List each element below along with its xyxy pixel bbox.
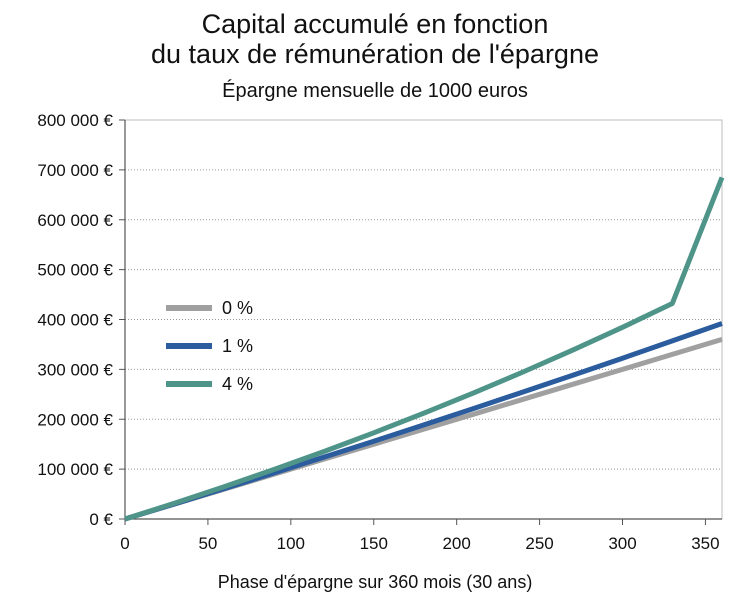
x-tick-label: 350 <box>691 534 719 553</box>
y-tick-label: 100 000 € <box>37 460 113 479</box>
x-tick-label: 250 <box>525 534 553 553</box>
chart-subtitle: Épargne mensuelle de 1000 euros <box>222 80 528 102</box>
y-tick-label: 600 000 € <box>37 211 113 230</box>
y-tick-label: 700 000 € <box>37 161 113 180</box>
x-tick-label: 100 <box>277 534 305 553</box>
x-tick-label: 50 <box>198 534 217 553</box>
x-tick-label: 300 <box>608 534 636 553</box>
series-line-2 <box>124 176 725 522</box>
legend-label-1: 1 % <box>222 336 253 356</box>
y-tick-label: 300 000 € <box>37 360 113 379</box>
legend-label-0: 0 % <box>222 298 253 318</box>
y-tick-label: 400 000 € <box>37 311 113 330</box>
y-tick-label: 0 € <box>89 510 113 529</box>
x-axis-label: Phase d'épargne sur 360 mois (30 ans) <box>217 572 533 592</box>
chart-title-line-1: Capital accumulé en fonction <box>201 9 549 39</box>
y-tick-label: 800 000 € <box>37 111 113 130</box>
y-tick-label: 500 000 € <box>37 261 113 280</box>
y-tick-label: 200 000 € <box>37 410 113 429</box>
x-tick-label: 150 <box>360 534 388 553</box>
x-tick-label: 0 <box>120 534 129 553</box>
legend-label-2: 4 % <box>222 374 253 394</box>
chart-title-line-2: du taux de rémunération de l'épargne <box>151 39 599 69</box>
x-tick-label: 200 <box>442 534 470 553</box>
